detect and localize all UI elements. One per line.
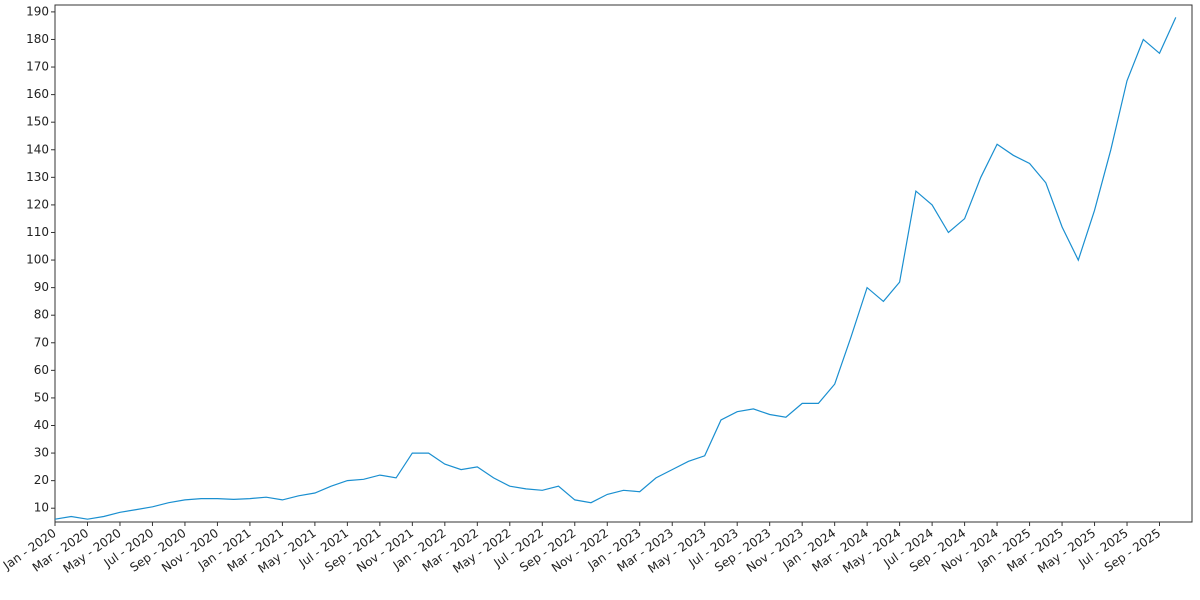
y-tick-label: 20 [34, 473, 49, 487]
y-tick-label: 160 [26, 87, 49, 101]
y-tick-label: 90 [34, 280, 49, 294]
y-tick-label: 60 [34, 363, 49, 377]
y-tick-label: 130 [26, 170, 49, 184]
y-tick-label: 30 [34, 446, 49, 460]
y-tick-label: 50 [34, 390, 49, 404]
y-tick-label: 170 [26, 60, 49, 74]
plot-frame [54, 4, 1193, 523]
y-tick-label: 80 [34, 308, 49, 322]
y-tick-label: 140 [26, 142, 49, 156]
y-tick-label: 70 [34, 335, 49, 349]
y-tick-label: 190 [26, 4, 49, 18]
y-tick-label: 110 [26, 225, 49, 239]
price-line [54, 17, 1177, 520]
y-tick-label: 10 [34, 501, 49, 515]
y-tick-label: 40 [34, 418, 49, 432]
y-tick-label: 180 [26, 32, 49, 46]
y-tick-label: 150 [26, 115, 49, 129]
y-tick-label: 100 [26, 253, 49, 267]
y-tick-label: 120 [26, 197, 49, 211]
